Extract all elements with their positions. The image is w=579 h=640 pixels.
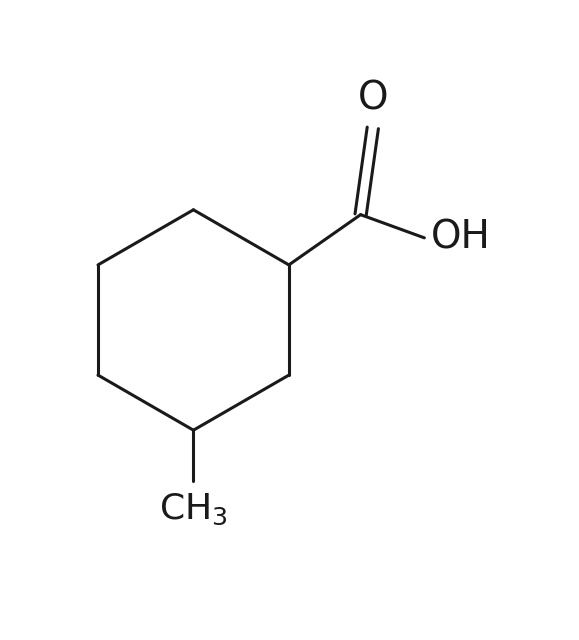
Text: CH$_3$: CH$_3$: [159, 492, 228, 527]
Text: OH: OH: [431, 219, 491, 257]
Text: O: O: [358, 80, 388, 118]
